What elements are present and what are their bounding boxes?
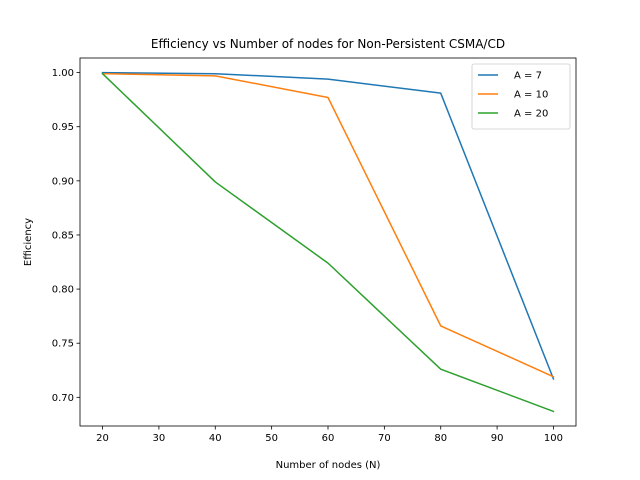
plot-area: 20 30 40 50 60 70 80 90 100 0.70 0.75 0.80 0.85 0.90 0… [52,57,577,444]
legend-label-1: A = 10 [514,90,548,101]
series-line-0 [101,71,555,380]
x-tick-label-0: 20 [96,433,109,444]
x-axis-title: Number of nodes (N) [276,460,381,471]
x-tick-label-5: 70 [378,433,391,444]
y-axis-title: Efficiency [23,218,34,266]
legend: A = 7 A = 10 A = 20 [471,63,571,130]
y-tick-label-3: 0.85 [52,230,74,241]
series-line-1 [101,72,555,378]
y-tick-label-4: 0.90 [52,176,74,187]
x-tick-label-8: 100 [544,433,563,444]
legend-label-0: A = 7 [514,71,542,82]
y-tick-label-0: 0.70 [52,393,74,404]
y-tick-label-5: 0.95 [52,122,74,133]
series-line-2 [101,72,555,413]
x-tick-label-2: 40 [209,433,222,444]
x-tick-label-7: 90 [491,433,504,444]
y-tick-label-2: 0.80 [52,285,74,296]
legend-label-2: A = 20 [514,109,548,120]
x-tick-label-3: 50 [265,433,278,444]
y-tick-label-6: 1.00 [52,68,74,79]
x-tick-label-1: 30 [153,433,166,444]
x-tick-label-4: 60 [322,433,335,444]
y-tick-label-1: 0.75 [52,339,74,350]
chart-title: Efficiency vs Number of nodes for Non-Pe… [151,37,505,51]
x-tick-label-6: 80 [434,433,447,444]
